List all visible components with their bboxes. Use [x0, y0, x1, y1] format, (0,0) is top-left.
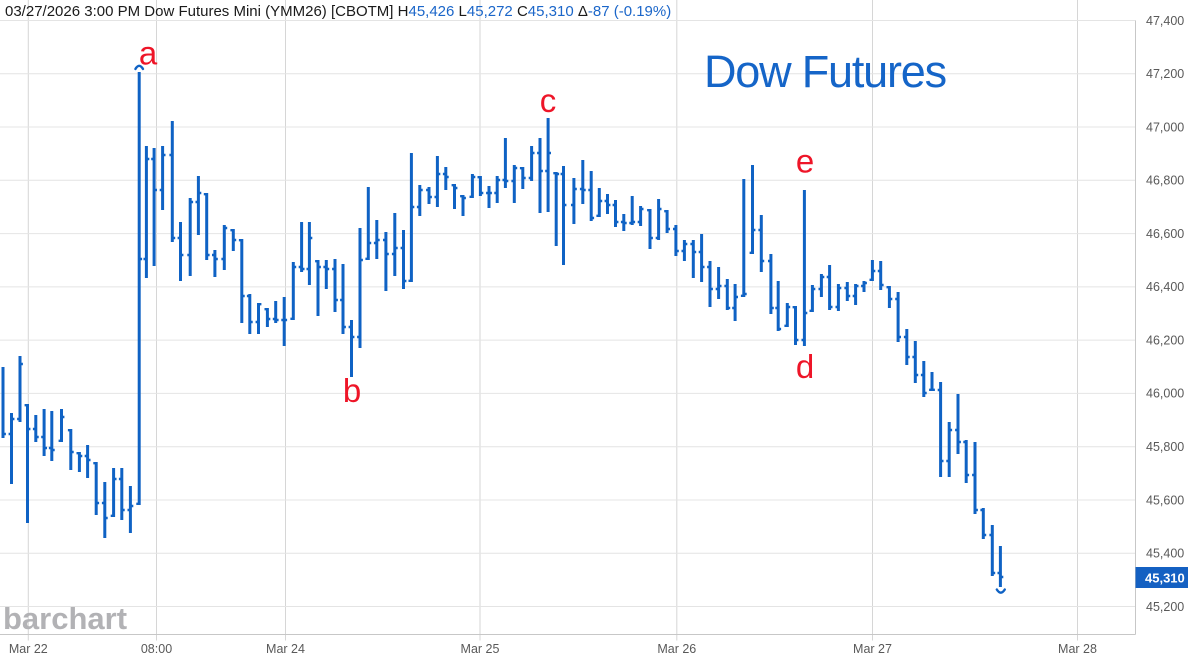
svg-text:Mar 27: Mar 27 — [853, 642, 892, 656]
svg-text:Mar 22: Mar 22 — [9, 642, 48, 656]
svg-text:Mar 24: Mar 24 — [266, 642, 305, 656]
svg-text:47,000: 47,000 — [1146, 120, 1184, 134]
svg-text:46,400: 46,400 — [1146, 280, 1184, 294]
svg-text:Mar 26: Mar 26 — [657, 642, 696, 656]
svg-text:47,200: 47,200 — [1146, 67, 1184, 81]
svg-text:46,200: 46,200 — [1146, 333, 1184, 347]
svg-text:barchart: barchart — [3, 601, 127, 636]
svg-text:45,200: 45,200 — [1146, 600, 1184, 614]
svg-text:a: a — [139, 35, 158, 72]
svg-text:45,400: 45,400 — [1146, 547, 1184, 561]
svg-text:46,000: 46,000 — [1146, 387, 1184, 401]
svg-text:46,800: 46,800 — [1146, 174, 1184, 188]
svg-text:47,400: 47,400 — [1146, 14, 1184, 28]
svg-text:45,800: 45,800 — [1146, 440, 1184, 454]
svg-text:d: d — [796, 348, 814, 385]
svg-text:e: e — [796, 143, 814, 180]
svg-text:Mar 25: Mar 25 — [461, 642, 500, 656]
svg-text:Mar 28: Mar 28 — [1058, 642, 1097, 656]
svg-text:c: c — [540, 82, 557, 119]
svg-text:08:00: 08:00 — [141, 642, 172, 656]
svg-text:46,600: 46,600 — [1146, 227, 1184, 241]
svg-text:45,600: 45,600 — [1146, 493, 1184, 507]
svg-text:Dow Futures: Dow Futures — [704, 46, 946, 97]
svg-text:03/27/2026 3:00 PM Dow Futures: 03/27/2026 3:00 PM Dow Futures Mini (YMM… — [5, 3, 671, 20]
svg-text:45,310: 45,310 — [1145, 571, 1185, 586]
svg-text:b: b — [343, 372, 361, 409]
